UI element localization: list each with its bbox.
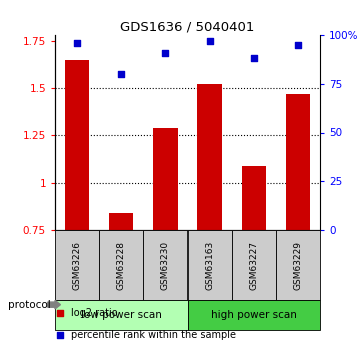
Bar: [99, 230, 143, 300]
Text: GSM63229: GSM63229: [293, 240, 303, 289]
Text: GSM63230: GSM63230: [161, 240, 170, 289]
Point: [57, 310, 63, 316]
Text: GSM63226: GSM63226: [73, 240, 82, 289]
Bar: [153, 128, 178, 230]
Bar: [187, 300, 320, 330]
Point: [251, 56, 257, 61]
Text: high power scan: high power scan: [211, 310, 297, 320]
Point: [57, 332, 63, 338]
Text: GSM63163: GSM63163: [205, 240, 214, 289]
Text: low power scan: low power scan: [81, 310, 162, 320]
Bar: [197, 84, 222, 230]
Text: percentile rank within the sample: percentile rank within the sample: [71, 330, 236, 340]
Bar: [55, 300, 187, 330]
Bar: [276, 230, 320, 300]
Bar: [286, 94, 310, 230]
Bar: [143, 230, 187, 300]
Point: [295, 42, 301, 48]
Point: [118, 71, 124, 77]
Text: log2 ratio: log2 ratio: [71, 308, 118, 318]
Text: protocol: protocol: [8, 300, 51, 310]
Point: [207, 38, 213, 43]
Bar: [55, 230, 99, 300]
Bar: [109, 213, 134, 230]
Bar: [232, 230, 276, 300]
Text: GSM63227: GSM63227: [249, 240, 258, 289]
Bar: [187, 230, 232, 300]
Text: GSM63228: GSM63228: [117, 240, 126, 289]
Title: GDS1636 / 5040401: GDS1636 / 5040401: [120, 21, 255, 34]
Point: [74, 40, 80, 46]
Point: [162, 50, 168, 55]
Bar: [242, 166, 266, 230]
Bar: [65, 60, 89, 230]
